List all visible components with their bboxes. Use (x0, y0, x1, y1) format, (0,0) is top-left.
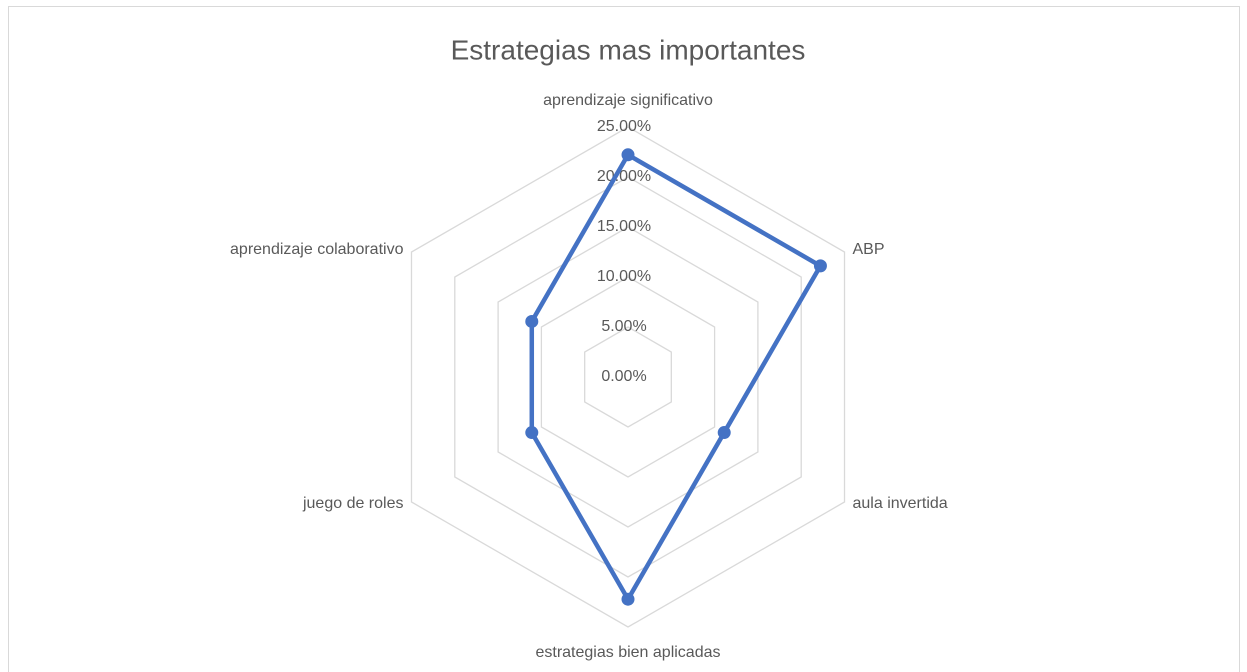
y-tick-label: 10.00% (597, 268, 651, 285)
y-tick-label: 25.00% (597, 118, 651, 135)
y-tick-label: 15.00% (597, 218, 651, 235)
grid-ring (454, 176, 802, 578)
y-tick-label: 20.00% (597, 168, 651, 185)
y-tick-label: 0.00% (601, 368, 646, 385)
category-label: ABP (853, 241, 885, 258)
y-tick-label: 5.00% (601, 318, 646, 335)
data-point (621, 592, 635, 606)
grid-ring (497, 226, 759, 528)
grid-ring (410, 126, 846, 628)
category-label: aprendizaje colaborativo (230, 241, 404, 258)
grid-ring (540, 276, 716, 478)
data-point (525, 314, 539, 328)
category-label: aprendizaje significativo (543, 92, 713, 109)
data-point (717, 426, 731, 440)
category-label: estrategias bien aplicadas (535, 644, 720, 661)
chart-title: Estrategias mas importantes (451, 34, 806, 65)
data-point (813, 259, 827, 273)
data-point (621, 148, 635, 162)
data-point (525, 426, 539, 440)
grid-ring (584, 326, 672, 428)
category-label: aula invertida (853, 495, 948, 512)
category-label: juego de roles (302, 495, 404, 512)
chart-frame (8, 6, 1240, 672)
